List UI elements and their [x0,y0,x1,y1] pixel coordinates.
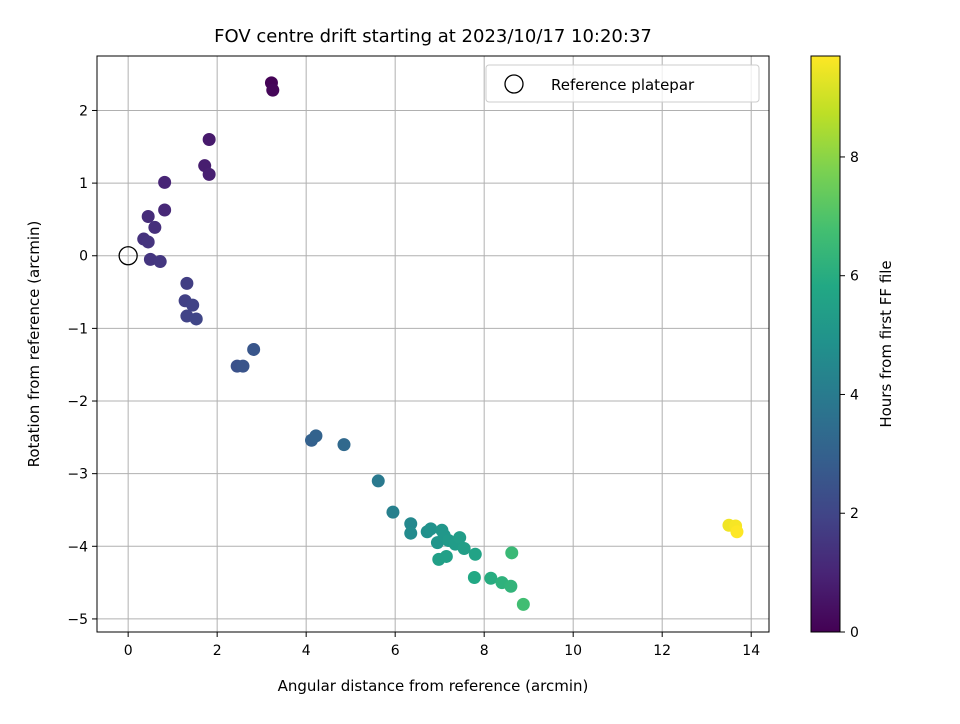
data-point [247,342,261,356]
data-point [143,252,157,266]
data-point [457,541,471,555]
data-points [118,76,744,611]
data-point [158,203,172,217]
x-tick-label: 6 [391,643,400,659]
data-point [386,505,400,519]
data-point [153,255,167,269]
plot-frame [96,55,770,633]
y-tick-label: 0 [79,249,88,265]
data-point [505,546,519,560]
colorbar-label: Hours from first FF file [877,260,895,427]
legend: Reference platepar [485,64,760,103]
data-point [516,597,530,611]
data-point [189,312,203,326]
data-point [141,210,155,224]
legend-marker-reference [504,74,524,94]
data-point [337,438,351,452]
y-tick-label: 2 [79,103,88,119]
data-point [730,525,744,539]
data-point [148,220,162,234]
grid-lines [97,56,769,632]
colorbar: 0 2 4 6 8 Hours from first FF file [810,55,895,641]
data-point [468,547,482,561]
x-tick-label: 8 [480,643,489,659]
y-tick-label: −2 [67,394,88,410]
data-point [266,83,280,97]
data-point [141,235,155,249]
y-tick-label: 1 [79,176,88,192]
colorbar-tick-label: 8 [850,150,859,166]
data-point [484,571,498,585]
y-tick-label: −5 [67,612,88,628]
legend-label-reference: Reference platepar [551,76,695,94]
chart-title: FOV centre drift starting at 2023/10/17 … [214,26,652,47]
data-point [404,517,418,531]
data-point [309,429,323,443]
colorbar-tick-label: 0 [850,625,859,641]
x-tick-label: 0 [124,643,133,659]
x-axis-label: Angular distance from reference (arcmin) [278,677,589,695]
x-tick-label: 4 [302,643,311,659]
data-point [158,175,172,189]
data-point [404,526,418,540]
data-point [504,579,518,593]
x-tick-label: 2 [213,643,222,659]
x-tick-label: 14 [742,643,760,659]
data-point [202,167,216,181]
reference-platepar-marker [118,246,138,266]
colorbar-ticks: 0 2 4 6 8 [840,150,859,641]
y-axis-label: Rotation from reference (arcmin) [25,221,43,468]
x-tick-label: 12 [653,643,671,659]
y-tick-label: −1 [67,321,88,337]
data-point [186,298,200,312]
colorbar-gradient [810,55,841,633]
colorbar-tick-label: 6 [850,269,859,285]
data-point [439,549,453,563]
data-point [202,133,216,147]
y-tick-label: −3 [67,467,88,483]
x-tick-label: 10 [564,643,582,659]
colorbar-tick-label: 4 [850,387,859,403]
data-point [467,571,481,585]
colorbar-tick-label: 2 [850,506,859,522]
data-point [424,522,438,536]
y-tick-label: −4 [67,539,88,555]
data-point [453,531,467,545]
data-point [236,359,250,373]
data-point [371,474,385,488]
data-point [180,276,194,290]
legend-box [485,64,760,103]
